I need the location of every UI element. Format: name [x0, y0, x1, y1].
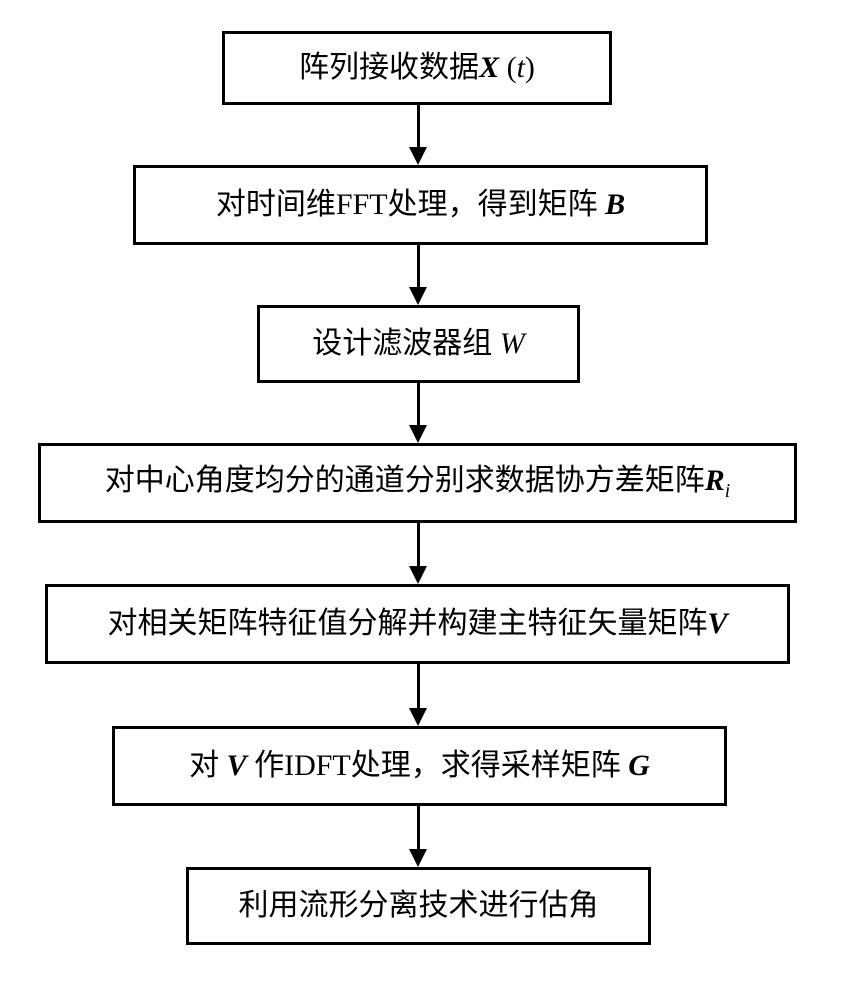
flow-node-5: 对相关矩阵特征值分解并构建主特征矢量矩阵V: [45, 584, 790, 664]
flow-node-1: 阵列接收数据X (t): [222, 31, 612, 105]
flow-node-6-label: 对 V 作IDFT处理，求得采样矩阵 G: [189, 747, 650, 785]
flowchart-canvas: 阵列接收数据X (t) 对时间维FFT处理，得到矩阵 B 设计滤波器组 W 对中…: [0, 0, 841, 1000]
flow-node-5-label: 对相关矩阵特征值分解并构建主特征矢量矩阵V: [107, 605, 727, 643]
flow-node-4-label: 对中心角度均分的通道分别求数据协方差矩阵Ri: [105, 462, 730, 504]
flow-node-1-label: 阵列接收数据X (t): [299, 49, 535, 87]
flow-node-7-label: 利用流形分离技术进行估角: [239, 887, 599, 925]
flow-node-2-label: 对时间维FFT处理，得到矩阵 B: [216, 186, 625, 224]
flow-node-3: 设计滤波器组 W: [257, 305, 580, 383]
flow-node-2: 对时间维FFT处理，得到矩阵 B: [133, 165, 708, 245]
flow-node-7: 利用流形分离技术进行估角: [186, 867, 651, 945]
flow-node-4: 对中心角度均分的通道分别求数据协方差矩阵Ri: [38, 443, 797, 523]
flow-node-3-label: 设计滤波器组 W: [312, 325, 525, 363]
flow-node-6: 对 V 作IDFT处理，求得采样矩阵 G: [112, 726, 727, 806]
